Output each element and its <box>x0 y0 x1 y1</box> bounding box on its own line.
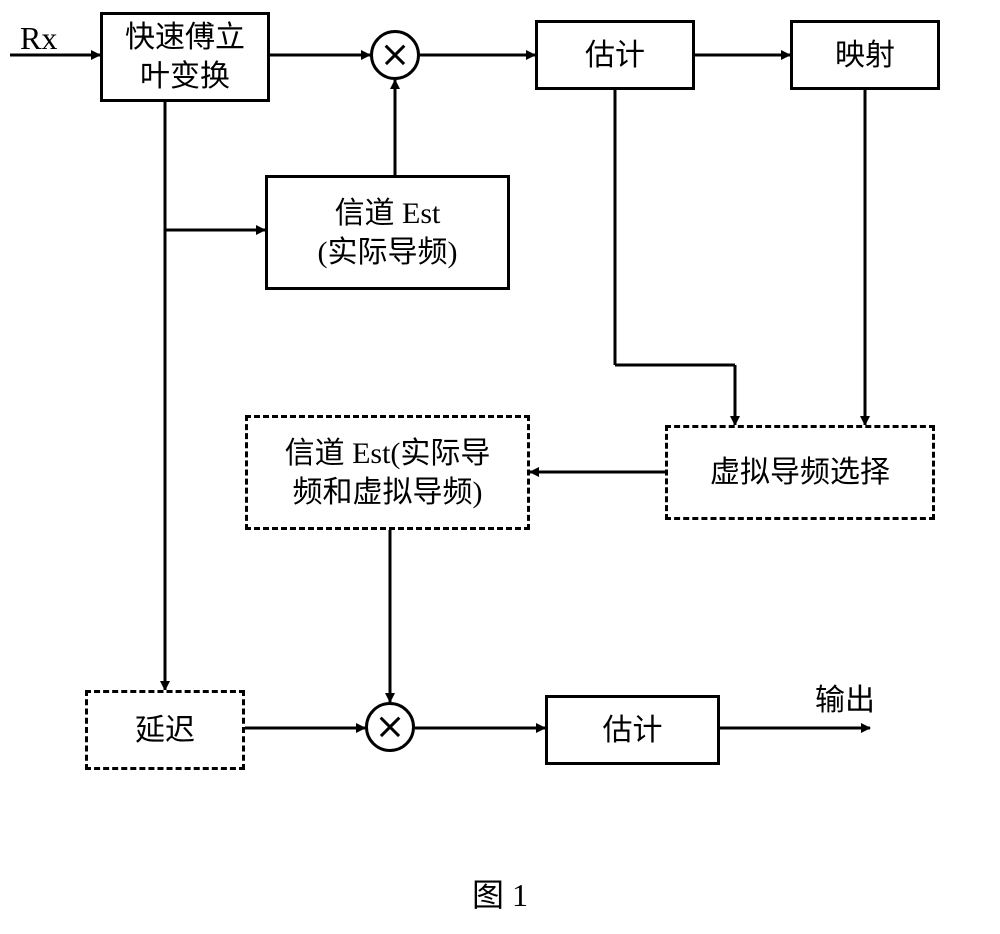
channel-est-real-box: 信道 Est (实际导频) <box>265 175 510 290</box>
output-label: 输出 <box>815 675 895 715</box>
mapping-box: 映射 <box>790 20 940 90</box>
rx-text: Rx <box>20 20 57 56</box>
diagram-canvas: Rx 快速傅立 叶变换 估计 映射 信道 Est (实际导频) 信道 Est(实… <box>0 0 1000 934</box>
estimate-bottom-box: 估计 <box>545 695 720 765</box>
figure-caption: 图 1 <box>472 870 528 916</box>
estimate-top-box: 估计 <box>535 20 695 90</box>
mapping-text: 映射 <box>835 36 895 75</box>
delay-text: 延迟 <box>135 711 195 750</box>
fft-text: 快速傅立 叶变换 <box>125 18 245 96</box>
channel-est-real-text: 信道 Est (实际导频) <box>318 194 458 272</box>
mixer-bottom <box>365 702 415 752</box>
virtual-pilot-select-box: 虚拟导频选择 <box>665 425 935 520</box>
channel-est-virtual-box: 信道 Est(实际导 频和虚拟导频) <box>245 415 530 530</box>
channel-est-virtual-text: 信道 Est(实际导 频和虚拟导频) <box>285 434 491 512</box>
virtual-pilot-select-text: 虚拟导频选择 <box>710 453 890 492</box>
fft-box: 快速傅立 叶变换 <box>100 12 270 102</box>
delay-box: 延迟 <box>85 690 245 770</box>
estimate-bottom-text: 估计 <box>603 711 663 750</box>
output-text: 输出 <box>815 684 875 717</box>
mixer-top <box>370 30 420 80</box>
figure-caption-text: 图 1 <box>472 877 528 913</box>
estimate-top-text: 估计 <box>585 36 645 75</box>
rx-label: Rx <box>20 20 80 60</box>
